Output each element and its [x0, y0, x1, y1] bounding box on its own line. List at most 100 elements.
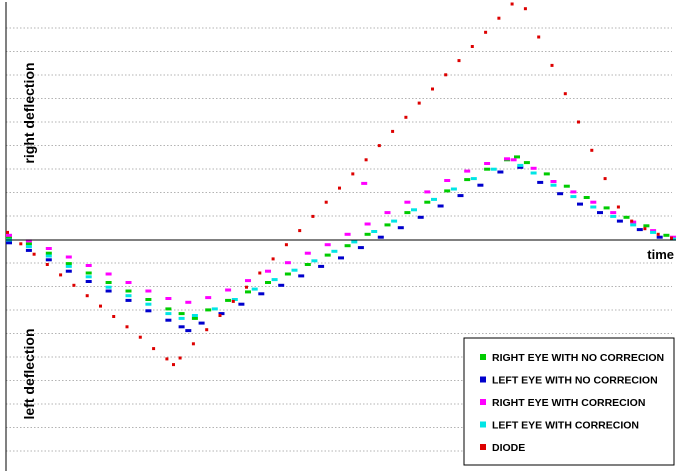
data-point [172, 363, 175, 367]
data-point [45, 251, 52, 255]
data-point [590, 205, 597, 209]
data-point [45, 254, 52, 258]
data-point [291, 268, 298, 272]
data-point [112, 315, 116, 318]
data-point [610, 211, 617, 215]
legend-swatch [480, 376, 486, 383]
data-point [19, 242, 23, 246]
data-point [431, 197, 437, 201]
data-point [364, 222, 371, 226]
data-point [324, 200, 328, 204]
data-point [603, 206, 610, 210]
data-point [32, 252, 36, 256]
data-point [165, 357, 169, 361]
data-point [311, 259, 318, 263]
data-point [218, 314, 222, 317]
data-point [510, 158, 517, 162]
data-point [245, 285, 248, 289]
data-point [145, 298, 152, 301]
data-point [205, 308, 212, 312]
data-point [457, 194, 464, 198]
data-point [616, 205, 620, 209]
legend-box [463, 337, 675, 466]
legend-items: RIGHT EYE WITH NO CORRECION LEFT EYE WITH… [480, 352, 664, 454]
data-point [6, 241, 12, 245]
data-point [577, 120, 580, 124]
data-point [643, 227, 647, 231]
data-point [165, 318, 172, 322]
data-point [25, 239, 32, 243]
data-point [105, 285, 112, 289]
data-point [391, 219, 398, 223]
data-point [550, 63, 554, 67]
data-point [470, 177, 477, 181]
data-point [517, 163, 524, 167]
data-point [404, 115, 408, 119]
data-point [537, 180, 544, 184]
data-point [404, 211, 411, 215]
data-point [351, 240, 358, 244]
data-point [510, 2, 514, 6]
data-point [570, 190, 577, 194]
data-point [557, 192, 564, 196]
data-point [99, 304, 102, 308]
data-point [338, 256, 344, 260]
data-point [417, 101, 421, 105]
data-point [616, 219, 623, 223]
data-point [6, 235, 12, 239]
data-point [656, 235, 663, 239]
data-point [205, 328, 209, 332]
data-point [258, 271, 262, 275]
data-point [65, 262, 72, 266]
data-point [324, 243, 331, 247]
data-point [198, 321, 205, 325]
data-point [563, 184, 570, 188]
data-point [105, 281, 112, 284]
legend-swatch [480, 354, 486, 360]
data-point [284, 243, 288, 247]
data-point [444, 73, 448, 77]
y-axis-label-negative: left deflection [21, 328, 37, 419]
data-point [85, 264, 92, 267]
data-point [125, 298, 132, 302]
data-point [251, 287, 258, 291]
data-point [145, 309, 152, 313]
data-point [225, 298, 232, 302]
legend-label: LEFT EYE WITH NO CORRECION [492, 375, 658, 387]
data-point [517, 165, 524, 169]
data-point [444, 189, 451, 193]
data-point [231, 299, 235, 303]
data-point [165, 297, 172, 300]
data-point [417, 215, 424, 219]
data-point [25, 248, 32, 252]
data-point [185, 300, 192, 304]
data-point [105, 272, 112, 276]
data-point [391, 129, 395, 133]
data-point [265, 281, 271, 284]
data-point [530, 166, 537, 170]
data-point [577, 202, 583, 206]
data-point [165, 307, 172, 311]
data-point [65, 264, 72, 268]
data-point [191, 314, 198, 317]
data-point [384, 223, 391, 227]
data-point [85, 275, 92, 279]
data-point [125, 294, 132, 298]
data-point [152, 347, 156, 351]
data-point [304, 263, 311, 266]
data-point [411, 208, 417, 212]
data-point [424, 190, 431, 194]
data-point [361, 181, 368, 185]
data-point [570, 195, 577, 199]
data-point [351, 172, 355, 176]
data-point [523, 161, 530, 165]
data-point [470, 45, 474, 48]
legend: RIGHT EYE WITH NO CORRECION LEFT EYE WITH… [463, 337, 675, 466]
data-point [670, 236, 673, 240]
data-point [464, 169, 471, 173]
data-point [138, 335, 142, 339]
data-point [377, 235, 384, 239]
data-point [444, 179, 451, 182]
data-point [550, 183, 557, 187]
data-point [590, 148, 594, 152]
